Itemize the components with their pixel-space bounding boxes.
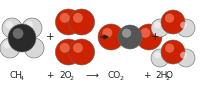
Circle shape [151,49,169,67]
Circle shape [27,41,35,49]
Circle shape [13,28,23,39]
Text: +: + [151,32,159,42]
Text: +: + [143,70,151,79]
Circle shape [165,14,174,23]
Circle shape [161,10,185,34]
Circle shape [55,9,81,35]
Circle shape [8,24,36,52]
Circle shape [5,21,13,29]
Text: 4: 4 [20,76,24,80]
Text: 2H: 2H [155,70,167,79]
Circle shape [98,24,124,50]
Circle shape [136,24,162,50]
Circle shape [69,9,95,35]
Text: 2: 2 [70,76,74,80]
Text: CH: CH [10,70,23,79]
Text: ⟶: ⟶ [85,70,98,79]
Circle shape [2,18,22,38]
Circle shape [165,44,174,53]
Circle shape [0,38,20,58]
Text: +: + [46,32,54,42]
Circle shape [177,19,195,37]
Circle shape [151,19,169,37]
Circle shape [122,29,131,38]
Circle shape [180,52,187,58]
Circle shape [73,43,83,53]
Circle shape [25,21,33,29]
Circle shape [24,38,44,58]
Circle shape [180,22,187,29]
Circle shape [118,25,142,49]
Circle shape [3,41,11,49]
Circle shape [60,13,70,23]
Circle shape [102,28,112,38]
Circle shape [154,22,161,29]
Circle shape [55,39,81,65]
Circle shape [154,52,161,58]
Text: 2O: 2O [59,70,72,79]
Circle shape [73,13,83,23]
Circle shape [140,28,150,38]
Text: 2: 2 [119,76,123,80]
Text: CO: CO [108,70,121,79]
Text: 2: 2 [165,76,169,80]
Circle shape [60,43,70,53]
Text: +: + [46,70,54,79]
Circle shape [177,49,195,67]
Circle shape [161,40,185,64]
Circle shape [69,39,95,65]
Circle shape [22,18,42,38]
Text: O: O [165,70,172,79]
